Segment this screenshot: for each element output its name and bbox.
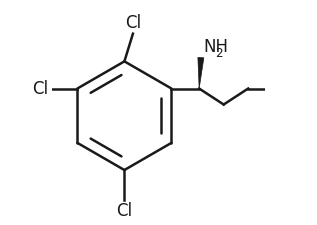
Text: 2: 2 — [215, 47, 223, 60]
Text: Cl: Cl — [32, 79, 48, 97]
Text: Cl: Cl — [125, 14, 141, 32]
Polygon shape — [198, 57, 204, 88]
Text: NH: NH — [203, 38, 228, 56]
Text: Cl: Cl — [116, 202, 133, 220]
